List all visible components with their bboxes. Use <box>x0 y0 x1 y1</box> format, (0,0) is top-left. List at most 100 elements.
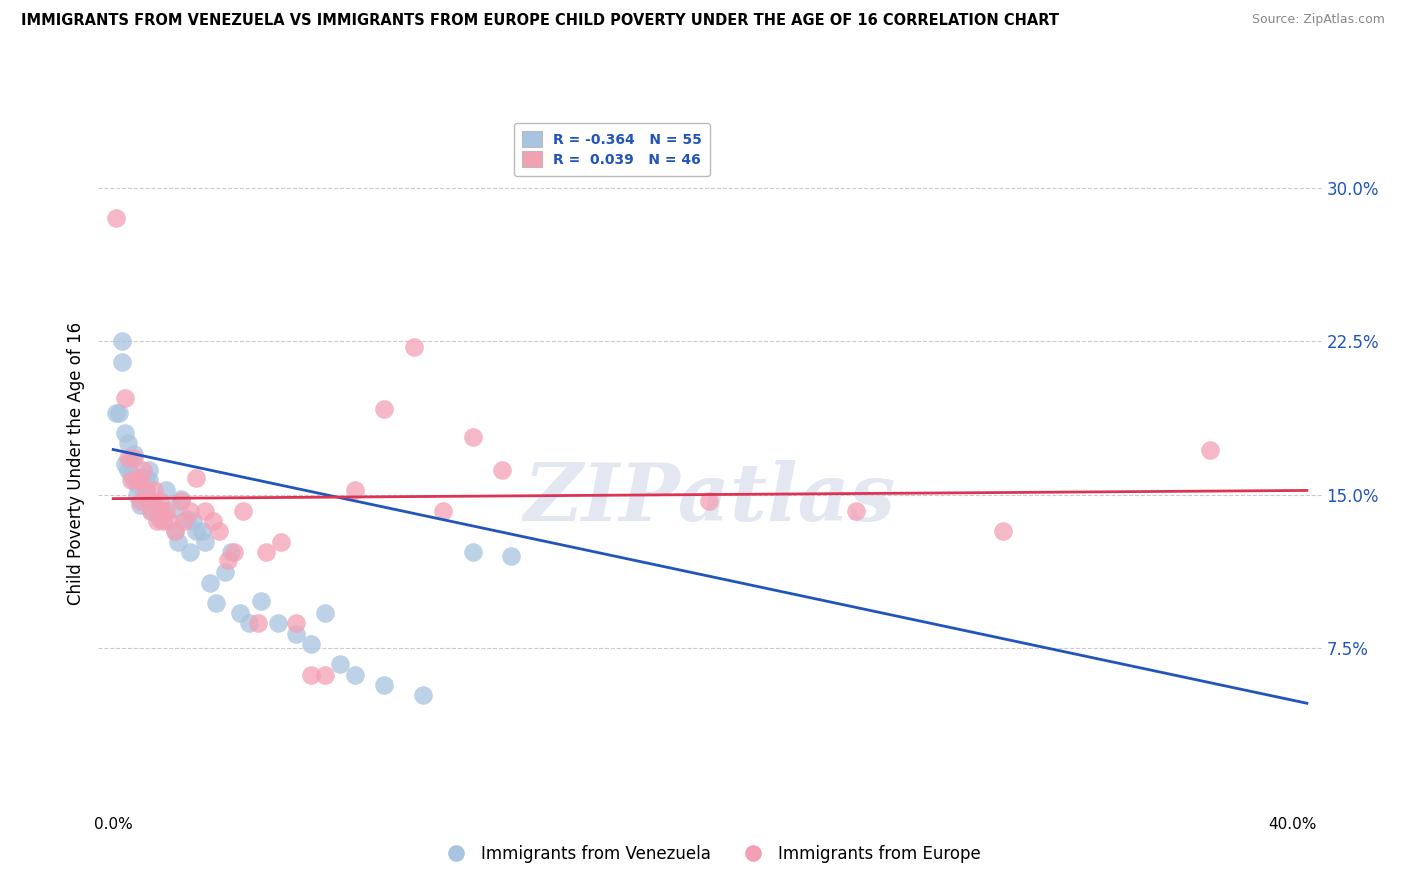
Point <box>117 436 139 450</box>
Point <box>135 483 157 498</box>
Point <box>128 473 150 487</box>
Text: ZIPatlas: ZIPatlas <box>524 460 896 537</box>
Point <box>249 594 271 608</box>
Point <box>193 534 215 549</box>
Point <box>128 493 150 508</box>
Point <box>114 392 136 406</box>
Point <box>184 471 207 485</box>
Point <box>149 512 172 526</box>
Point <box>117 463 139 477</box>
Point <box>167 534 190 549</box>
Point <box>232 504 254 518</box>
Point <box>205 596 228 610</box>
Text: Source: ZipAtlas.com: Source: ZipAtlas.com <box>1251 13 1385 27</box>
Point <box>146 504 169 518</box>
Y-axis label: Child Poverty Under the Age of 16: Child Poverty Under the Age of 16 <box>66 322 84 606</box>
Point <box>157 514 180 528</box>
Point <box>184 524 207 539</box>
Point <box>117 450 139 465</box>
Point <box>284 616 307 631</box>
Point <box>131 463 153 477</box>
Point <box>155 504 177 518</box>
Point <box>125 473 148 487</box>
Point <box>238 616 260 631</box>
Point <box>181 514 204 528</box>
Point <box>135 483 157 498</box>
Point <box>131 493 153 508</box>
Point <box>343 483 366 498</box>
Point <box>193 504 215 518</box>
Point <box>299 667 322 681</box>
Point <box>120 450 142 465</box>
Point <box>111 334 134 348</box>
Point <box>170 493 193 508</box>
Point <box>373 401 395 416</box>
Point <box>120 467 142 481</box>
Point <box>229 606 252 620</box>
Point <box>160 501 183 516</box>
Point <box>179 504 201 518</box>
Point <box>138 463 160 477</box>
Point <box>461 430 484 444</box>
Point <box>165 524 187 539</box>
Point <box>697 493 720 508</box>
Point <box>432 504 454 518</box>
Point <box>299 637 322 651</box>
Point <box>314 667 336 681</box>
Point <box>343 667 366 681</box>
Point <box>402 340 425 354</box>
Text: IMMIGRANTS FROM VENEZUELA VS IMMIGRANTS FROM EUROPE CHILD POVERTY UNDER THE AGE : IMMIGRANTS FROM VENEZUELA VS IMMIGRANTS … <box>21 13 1059 29</box>
Point <box>329 657 352 672</box>
Point <box>208 524 231 539</box>
Point <box>143 483 166 498</box>
Point <box>1198 442 1220 457</box>
Point <box>155 483 177 498</box>
Point <box>499 549 522 563</box>
Point <box>135 471 157 485</box>
Point <box>165 524 187 539</box>
Point <box>217 553 239 567</box>
Point <box>170 491 193 506</box>
Point <box>125 477 148 491</box>
Point <box>214 566 236 580</box>
Point <box>993 524 1015 539</box>
Point <box>267 616 290 631</box>
Point <box>105 406 128 420</box>
Point <box>114 426 136 441</box>
Point <box>373 678 395 692</box>
Point <box>412 688 434 702</box>
Point <box>120 473 142 487</box>
Legend: Immigrants from Venezuela, Immigrants from Europe: Immigrants from Venezuela, Immigrants fr… <box>433 838 987 870</box>
Point <box>246 616 269 631</box>
Point <box>108 406 131 420</box>
Point <box>149 493 172 508</box>
Point <box>122 450 145 465</box>
Point <box>152 514 174 528</box>
Point <box>141 504 163 518</box>
Point <box>845 504 868 518</box>
Point <box>176 512 198 526</box>
Point <box>128 471 150 485</box>
Point <box>125 487 148 501</box>
Point <box>128 498 150 512</box>
Point <box>138 473 160 487</box>
Point <box>491 463 513 477</box>
Point <box>222 545 245 559</box>
Point <box>149 501 172 516</box>
Point <box>105 211 128 226</box>
Point <box>179 545 201 559</box>
Point <box>138 493 160 508</box>
Point <box>284 626 307 640</box>
Point <box>219 545 242 559</box>
Point <box>190 524 212 539</box>
Point <box>270 534 292 549</box>
Point <box>111 354 134 368</box>
Point <box>202 514 225 528</box>
Point <box>122 473 145 487</box>
Point <box>254 545 277 559</box>
Point <box>200 575 222 590</box>
Point <box>461 545 484 559</box>
Point <box>173 514 195 528</box>
Point <box>122 447 145 461</box>
Point <box>149 504 172 518</box>
